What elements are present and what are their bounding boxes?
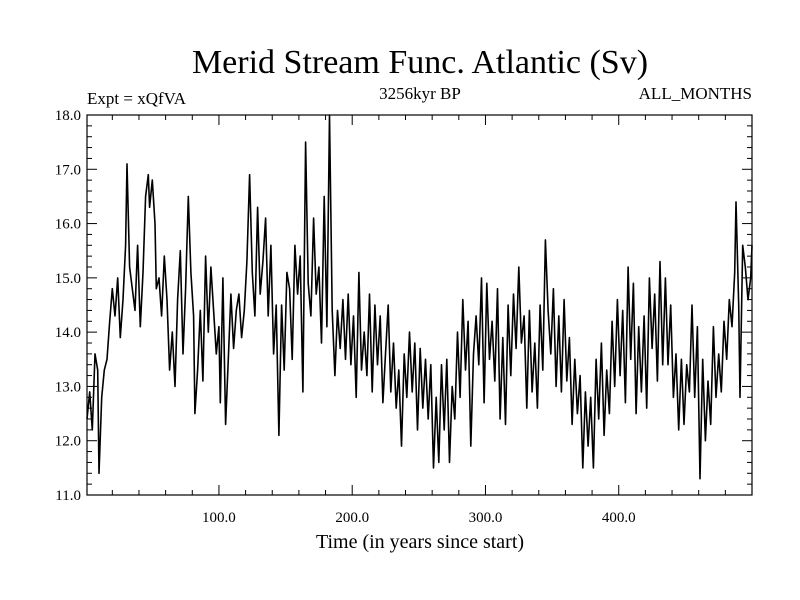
y-tick-labels: 11.0 12.0 13.0 14.0 15.0 16.0 17.0 18.0	[55, 108, 81, 504]
x-tick-label: 400.0	[602, 510, 636, 526]
y-tick-label: 11.0	[55, 488, 81, 504]
x-tick-label: 100.0	[202, 510, 236, 526]
y-tick-label: 15.0	[55, 271, 81, 287]
y-tick-label: 16.0	[55, 217, 81, 233]
x-tick-labels: 100.0 200.0 300.0 400.0	[202, 510, 636, 526]
y-tick-label: 13.0	[55, 379, 81, 395]
experiment-label: Expt = xQfVA	[87, 89, 187, 108]
months-label: ALL_MONTHS	[639, 84, 752, 103]
plot-frame	[86, 114, 753, 496]
chart-title: Merid Stream Func. Atlantic (Sv)	[192, 44, 648, 81]
y-tick-label: 14.0	[55, 325, 81, 341]
axis-ticks	[87, 114, 752, 496]
period-label: 3256kyr BP	[379, 84, 461, 103]
y-tick-label: 18.0	[55, 108, 81, 124]
x-axis-label: Time (in years since start)	[316, 531, 524, 553]
y-tick-label: 12.0	[55, 434, 81, 450]
y-tick-label: 17.0	[55, 162, 81, 178]
x-tick-label: 200.0	[335, 510, 369, 526]
x-tick-label: 300.0	[469, 510, 503, 526]
series-line	[86, 114, 753, 480]
